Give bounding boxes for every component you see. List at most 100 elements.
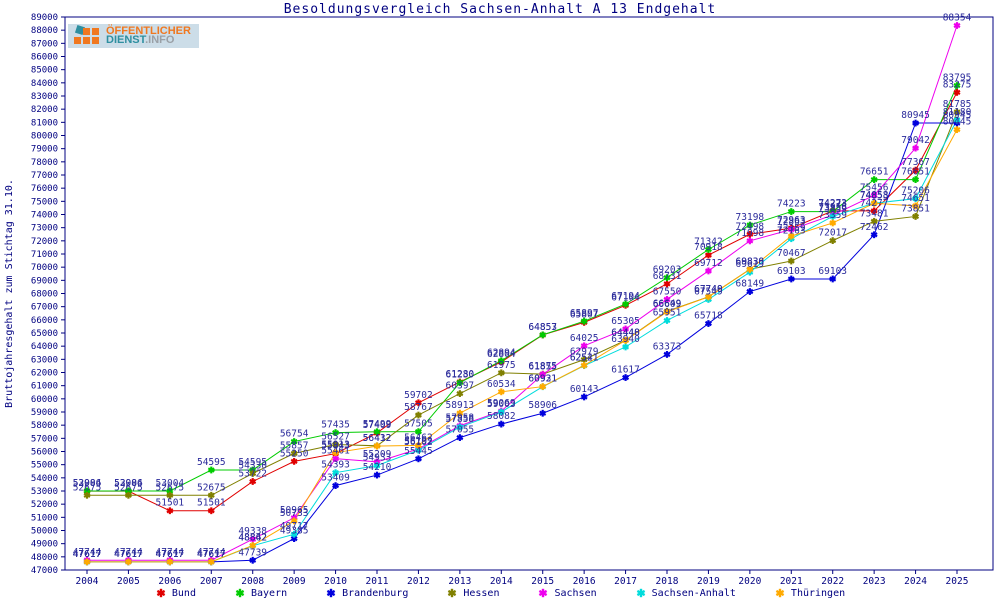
- svg-text:58082: 58082: [487, 411, 516, 422]
- svg-text:54393: 54393: [321, 460, 350, 471]
- svg-text:62894: 62894: [487, 348, 516, 359]
- svg-text:75456: 75456: [860, 182, 889, 193]
- svg-text:2022: 2022: [821, 576, 844, 587]
- svg-text:89000: 89000: [31, 13, 58, 23]
- svg-text:76651: 76651: [860, 167, 889, 178]
- svg-text:57000: 57000: [31, 434, 58, 444]
- svg-text:79042: 79042: [901, 135, 930, 146]
- svg-text:80945: 80945: [943, 110, 972, 121]
- svg-text:55843: 55843: [321, 441, 350, 452]
- svg-text:67740: 67740: [694, 284, 723, 295]
- legend-marker-icon: [775, 588, 785, 598]
- svg-text:61617: 61617: [611, 365, 640, 376]
- svg-text:57858: 57858: [446, 414, 475, 425]
- svg-text:52986: 52986: [114, 478, 143, 489]
- legend-item-th-ringen: Thüringen: [774, 587, 845, 599]
- svg-text:60921: 60921: [528, 374, 557, 385]
- svg-text:2024: 2024: [904, 576, 927, 587]
- svg-text:2023: 2023: [863, 576, 886, 587]
- svg-text:74273: 74273: [818, 198, 847, 209]
- svg-text:72017: 72017: [818, 228, 847, 239]
- svg-text:56754: 56754: [280, 429, 309, 440]
- legend-item-sachsen-anhalt: Sachsen-Anhalt: [635, 587, 736, 599]
- svg-text:55461: 55461: [321, 446, 350, 457]
- svg-text:85000: 85000: [31, 66, 58, 76]
- logo-squares-icon: [73, 24, 100, 45]
- legend-marker-icon: [326, 588, 336, 598]
- svg-text:65807: 65807: [570, 309, 599, 320]
- svg-text:67000: 67000: [31, 303, 58, 313]
- legend-label: Bund: [171, 587, 196, 599]
- svg-text:56412: 56412: [363, 433, 392, 444]
- svg-text:47744: 47744: [114, 547, 143, 558]
- legend-item-hessen: Hessen: [446, 587, 499, 599]
- svg-text:58767: 58767: [404, 402, 433, 413]
- svg-text:65951: 65951: [653, 307, 682, 318]
- svg-text:71998: 71998: [736, 228, 765, 239]
- svg-text:82000: 82000: [31, 105, 58, 115]
- svg-text:54000: 54000: [31, 474, 58, 484]
- legend-marker-icon: [235, 588, 245, 598]
- legend-item-sachsen: Sachsen: [537, 587, 597, 599]
- svg-text:52000: 52000: [31, 500, 58, 510]
- svg-text:72000: 72000: [31, 237, 58, 247]
- svg-text:52986: 52986: [73, 478, 102, 489]
- svg-text:58000: 58000: [31, 421, 58, 431]
- svg-text:75206: 75206: [901, 186, 930, 197]
- svg-text:49717: 49717: [280, 521, 309, 532]
- legend-item-bayern: Bayern: [234, 587, 287, 599]
- svg-text:69619: 69619: [736, 259, 765, 270]
- svg-text:69103: 69103: [777, 266, 806, 277]
- svg-text:74000: 74000: [31, 211, 58, 221]
- svg-text:52675: 52675: [197, 482, 226, 493]
- svg-text:69838: 69838: [736, 256, 765, 267]
- svg-text:66000: 66000: [31, 316, 58, 326]
- svg-text:55913: 55913: [321, 440, 350, 451]
- svg-text:80000: 80000: [31, 132, 58, 142]
- svg-text:2008: 2008: [241, 576, 264, 587]
- svg-text:80445: 80445: [943, 117, 972, 128]
- svg-text:51501: 51501: [156, 498, 185, 509]
- legend-label: Sachsen: [554, 587, 597, 599]
- svg-text:47744: 47744: [73, 547, 102, 558]
- svg-text:48000: 48000: [31, 553, 58, 563]
- svg-text:2020: 2020: [738, 576, 761, 587]
- svg-text:2016: 2016: [573, 576, 596, 587]
- svg-text:53004: 53004: [156, 478, 185, 489]
- svg-text:47744: 47744: [156, 547, 185, 558]
- legend-item-bund: Bund: [155, 587, 196, 599]
- legend-marker-icon: [539, 588, 548, 598]
- svg-text:50733: 50733: [280, 508, 309, 519]
- svg-text:2013: 2013: [448, 576, 471, 587]
- chart-title: Besoldungsvergleich Sachsen-Anhalt A 13 …: [283, 2, 717, 17]
- svg-text:47617: 47617: [73, 549, 102, 560]
- svg-text:49338: 49338: [238, 526, 267, 537]
- svg-text:60143: 60143: [570, 384, 599, 395]
- legend-marker-icon: [636, 588, 645, 598]
- svg-text:64448: 64448: [611, 327, 640, 338]
- chart-legend: Bund Bayern Brandenburg Hessen Sachsen Sachse…: [0, 587, 1000, 599]
- svg-text:65897: 65897: [570, 308, 599, 319]
- legend-label: Thüringen: [790, 587, 846, 599]
- svg-text:55209: 55209: [363, 449, 392, 460]
- svg-text:64000: 64000: [31, 342, 58, 352]
- svg-text:74223: 74223: [818, 199, 847, 210]
- svg-text:49385: 49385: [280, 526, 309, 537]
- svg-text:86000: 86000: [31, 53, 58, 63]
- svg-text:65305: 65305: [611, 316, 640, 327]
- svg-text:78000: 78000: [31, 158, 58, 168]
- svg-text:72462: 72462: [860, 222, 889, 233]
- svg-text:77367: 77367: [901, 157, 930, 168]
- svg-text:54933: 54933: [363, 453, 392, 464]
- svg-text:88354: 88354: [943, 13, 972, 24]
- svg-text:62000: 62000: [31, 369, 58, 379]
- svg-text:72498: 72498: [736, 221, 765, 232]
- svg-text:63940: 63940: [611, 334, 640, 345]
- svg-text:81785: 81785: [943, 99, 972, 110]
- svg-text:2011: 2011: [366, 576, 389, 587]
- svg-text:2006: 2006: [158, 576, 181, 587]
- svg-text:80945: 80945: [901, 110, 930, 121]
- logo-text: ÖFFENTLICHER DIENST.INFO: [106, 26, 191, 46]
- svg-text:64857: 64857: [528, 322, 557, 333]
